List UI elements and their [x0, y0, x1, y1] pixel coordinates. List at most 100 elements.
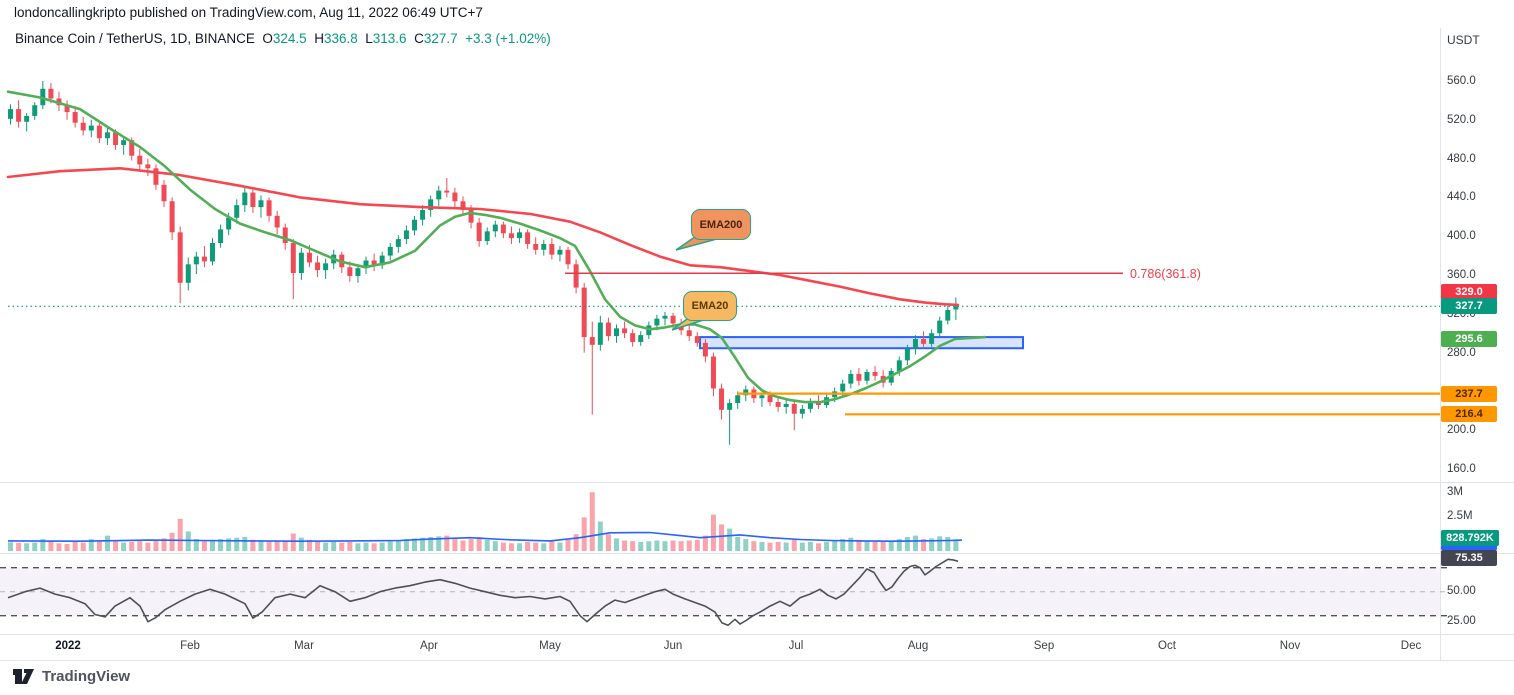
candle-body [96, 125, 102, 139]
price-axis-label: 2.5M [1447, 510, 1473, 522]
volume-bar [589, 492, 595, 551]
price-axis-label: 200.0 [1447, 424, 1476, 436]
volume-bar [476, 537, 482, 551]
volume-bar [541, 543, 547, 551]
candle-body [848, 373, 854, 384]
time-axis-label: Oct [1158, 640, 1176, 652]
volume-bar [72, 541, 78, 551]
volume-bar [347, 541, 353, 551]
volume-bar [96, 541, 102, 551]
symbol-info-bar[interactable]: Binance Coin / TetherUS, 1D, BINANCE O32… [15, 31, 551, 46]
volume-bar [525, 541, 531, 551]
volume-bar [719, 524, 725, 551]
time-axis-label: Jun [663, 640, 683, 652]
candle-body [605, 322, 611, 337]
candle-body [476, 222, 482, 242]
candle-body [719, 388, 725, 410]
volume-bar [226, 538, 232, 551]
volume-bar [832, 540, 838, 551]
volume-bar [904, 537, 910, 551]
close-value: 327.7 [423, 31, 458, 46]
price-axis-label: 440.0 [1447, 191, 1476, 203]
volume-bar [452, 539, 458, 551]
volume-bar [557, 542, 563, 551]
fib-level-label: 0.786(361.8) [1130, 267, 1201, 281]
volume-bar [153, 540, 159, 551]
candle-body [791, 404, 797, 414]
candle-body [662, 315, 668, 319]
candle-body [541, 243, 547, 250]
candle-body [694, 336, 700, 343]
candle-body [840, 383, 846, 392]
candle-body [121, 140, 127, 146]
volume-bar [500, 542, 506, 551]
candle-body [347, 267, 353, 276]
price-axis-label: 3M [1447, 486, 1463, 498]
candle-body [735, 395, 741, 404]
candle-body [799, 408, 805, 414]
volume-bar [8, 542, 13, 551]
volume-bar [856, 539, 862, 551]
candle-body [88, 125, 94, 131]
blue-zone-rect[interactable] [699, 336, 1024, 350]
volume-bar [799, 542, 805, 551]
volume-bar [848, 537, 854, 551]
candle-body [64, 105, 70, 113]
candle-body [557, 249, 563, 255]
candle-body [517, 232, 523, 239]
high-label: H [314, 31, 324, 46]
volume-bar [403, 539, 409, 551]
candle-body [290, 242, 296, 274]
candle-body [113, 132, 119, 146]
ema20-callout: EMA20 [683, 291, 737, 321]
volume-bar [80, 542, 86, 551]
volume-bar [64, 544, 70, 551]
time-axis-label: May [539, 640, 561, 652]
candle-body [298, 252, 304, 274]
currency-label: USDT [1447, 33, 1480, 47]
candle-body [807, 402, 813, 409]
volume-bar [484, 539, 490, 551]
volume-bar [323, 542, 329, 551]
candle-body [565, 249, 571, 265]
ema200-callout-text: EMA200 [699, 218, 743, 231]
close-label: C [414, 31, 424, 46]
candle-body [161, 184, 167, 202]
volume-bar [339, 542, 345, 551]
candle-body [234, 205, 240, 218]
time-scale[interactable] [0, 635, 1440, 660]
volume-bar [880, 541, 886, 551]
candle-body [896, 360, 902, 372]
volume-bar [622, 540, 628, 551]
candle-body [412, 219, 417, 231]
volume-bar [379, 542, 385, 551]
tradingview-logo-link[interactable]: TradingView [12, 666, 130, 687]
volume-bar [912, 535, 918, 551]
volume-bar [468, 539, 474, 551]
volume-bar [791, 539, 797, 551]
candle-body [428, 199, 434, 211]
price-axis-label: 50.00 [1447, 585, 1476, 597]
candle-body [201, 256, 207, 262]
volume-bar [508, 543, 514, 551]
time-axis-label: Dec [1400, 640, 1422, 652]
volume-bar [702, 535, 708, 551]
volume-bar [104, 535, 110, 551]
price-axis-label: 480.0 [1447, 153, 1476, 165]
candle-body [32, 105, 38, 116]
symbol-title: Binance Coin / TetherUS, 1D, BINANCE [15, 31, 255, 46]
volume-bar [169, 532, 175, 551]
volume-bar [420, 537, 426, 551]
candle-body [387, 246, 393, 256]
volume-bar [412, 538, 417, 551]
volume-bar [387, 541, 393, 551]
candle-body [460, 201, 466, 211]
candle-body [363, 260, 369, 269]
candle-body [218, 229, 224, 243]
candle-body [379, 255, 385, 266]
high-value: 336.8 [323, 31, 358, 46]
candle-body [912, 339, 918, 349]
time-axis-label: Mar [294, 640, 314, 652]
